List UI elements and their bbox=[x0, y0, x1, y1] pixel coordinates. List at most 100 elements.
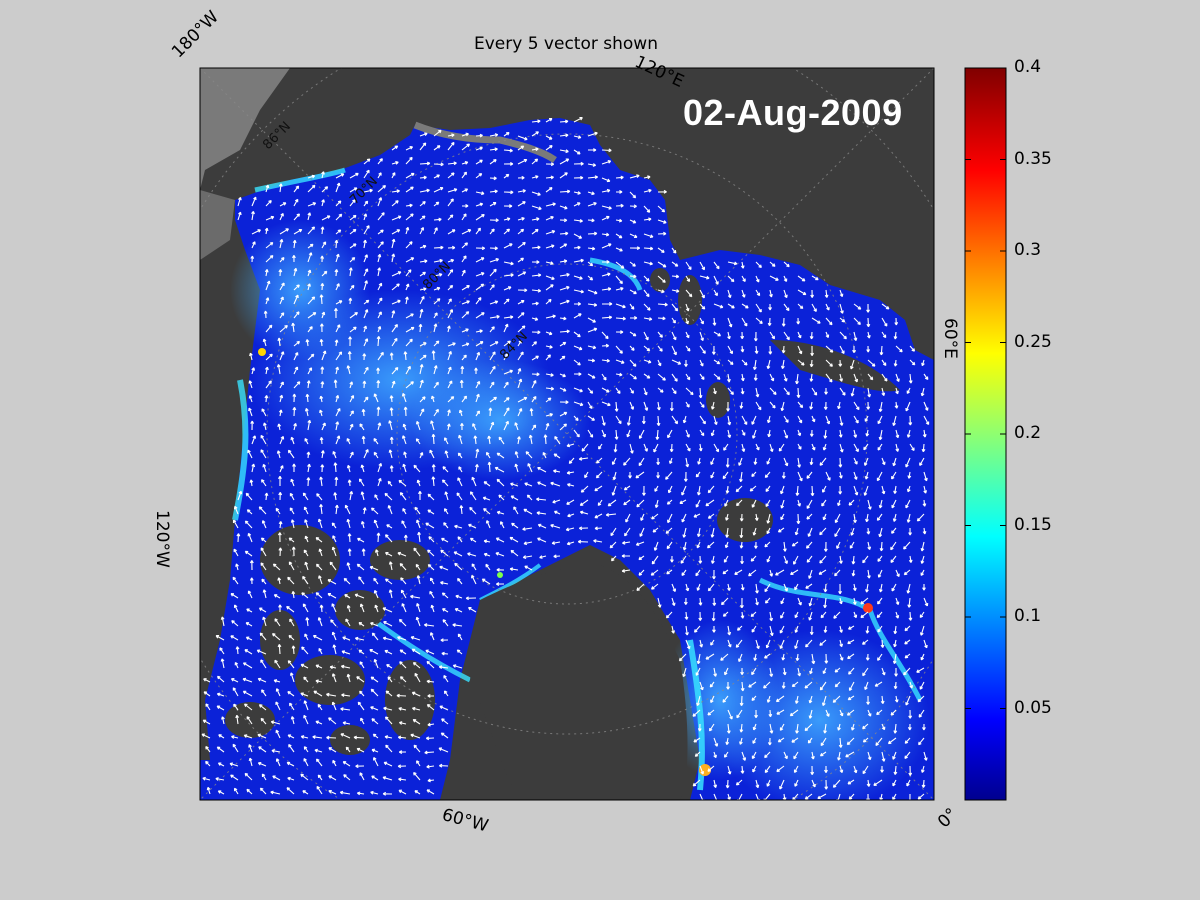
vector-arrow bbox=[403, 406, 408, 417]
vector-arrow bbox=[810, 345, 814, 356]
vector-arrow bbox=[391, 271, 402, 277]
vector-arrow bbox=[270, 720, 281, 725]
vector-arrow bbox=[447, 380, 453, 389]
vector-arrow bbox=[727, 261, 738, 266]
vector-arrow bbox=[629, 233, 638, 239]
vector-arrow bbox=[908, 415, 913, 426]
vector-arrow bbox=[696, 541, 701, 549]
vector-arrow bbox=[892, 415, 897, 426]
vector-arrow bbox=[293, 352, 299, 361]
vector-arrow bbox=[335, 200, 342, 207]
vector-arrow bbox=[452, 664, 463, 669]
vector-arrow bbox=[419, 354, 427, 361]
vector-arrow bbox=[804, 723, 813, 732]
vector-arrow bbox=[643, 359, 652, 364]
vector-arrow bbox=[790, 569, 799, 576]
vector-arrow bbox=[740, 373, 745, 382]
vector-arrow bbox=[315, 664, 323, 669]
vector-arrow bbox=[316, 785, 323, 795]
vector-arrow bbox=[908, 765, 913, 776]
vector-arrow bbox=[249, 577, 254, 585]
vector-arrow bbox=[433, 408, 439, 417]
vector-arrow bbox=[580, 485, 589, 493]
vector-arrow bbox=[907, 471, 912, 479]
vector-arrow bbox=[531, 396, 537, 403]
vector-arrow bbox=[290, 519, 295, 529]
vector-arrow bbox=[710, 471, 715, 479]
vector-arrow bbox=[489, 326, 495, 333]
vector-arrow bbox=[741, 751, 747, 761]
vector-arrow bbox=[707, 485, 715, 494]
lon-label-60e: 60°E bbox=[940, 318, 960, 359]
vector-arrow bbox=[559, 299, 570, 305]
vector-arrow bbox=[401, 603, 407, 613]
vector-arrow bbox=[320, 366, 325, 375]
vector-arrow bbox=[864, 415, 869, 422]
vector-arrow bbox=[489, 421, 495, 431]
vector-arrow bbox=[321, 350, 327, 361]
vector-arrow bbox=[307, 243, 314, 249]
vector-arrow bbox=[475, 257, 485, 263]
vector-arrow bbox=[425, 522, 435, 529]
vector-arrow bbox=[671, 289, 680, 293]
vector-arrow bbox=[713, 261, 720, 270]
vector-arrow bbox=[573, 387, 583, 393]
vector-arrow bbox=[629, 316, 638, 320]
vector-arrow bbox=[809, 401, 814, 410]
vector-arrow bbox=[235, 646, 240, 655]
vector-arrow bbox=[710, 401, 715, 410]
vector-arrow bbox=[699, 401, 705, 408]
vector-arrow bbox=[545, 244, 555, 249]
vector-arrow bbox=[335, 173, 345, 179]
vector-arrow bbox=[433, 129, 442, 137]
vector-arrow bbox=[629, 345, 635, 351]
vector-arrow bbox=[230, 635, 239, 641]
vector-arrow bbox=[248, 407, 253, 417]
vector-arrow bbox=[216, 705, 225, 711]
vector-arrow bbox=[457, 536, 463, 543]
vector-arrow bbox=[216, 746, 225, 753]
vector-arrow bbox=[475, 341, 484, 347]
vector-arrow bbox=[522, 555, 533, 560]
vector-arrow bbox=[621, 568, 631, 573]
vector-arrow bbox=[429, 449, 435, 459]
vector-arrow bbox=[621, 554, 630, 558]
vector-arrow bbox=[720, 653, 729, 661]
vector-arrow bbox=[278, 409, 283, 417]
vector-arrow bbox=[727, 625, 732, 636]
vector-arrow bbox=[447, 366, 452, 375]
vector-arrow bbox=[346, 673, 351, 683]
vector-arrow bbox=[671, 583, 677, 593]
vector-arrow bbox=[825, 415, 831, 425]
vector-arrow bbox=[433, 365, 438, 375]
vector-arrow bbox=[740, 345, 745, 353]
vector-arrow bbox=[601, 232, 610, 237]
vector-arrow bbox=[419, 379, 424, 389]
vector-arrow bbox=[300, 735, 309, 739]
vector-arrow bbox=[373, 438, 379, 445]
vector-arrow bbox=[293, 198, 299, 207]
vector-arrow bbox=[230, 678, 239, 683]
vector-arrow bbox=[349, 243, 357, 249]
vector-arrow bbox=[797, 499, 802, 507]
vector-arrow bbox=[418, 323, 423, 333]
vector-arrow bbox=[415, 616, 421, 627]
vector-arrow bbox=[458, 409, 463, 417]
vector-arrow bbox=[893, 639, 897, 648]
vector-arrow bbox=[349, 423, 354, 431]
vector-arrow bbox=[559, 149, 569, 154]
vector-arrow bbox=[587, 401, 593, 409]
vector-arrow bbox=[713, 667, 718, 677]
vector-arrow bbox=[331, 603, 337, 613]
vector-arrow bbox=[334, 339, 339, 347]
vector-arrow bbox=[489, 341, 499, 347]
vector-arrow bbox=[433, 174, 440, 179]
vector-arrow bbox=[696, 653, 701, 665]
vector-arrow bbox=[531, 147, 539, 152]
vector-arrow bbox=[643, 443, 648, 452]
vector-arrow bbox=[727, 583, 731, 591]
vector-arrow bbox=[625, 513, 631, 523]
vector-arrow bbox=[429, 577, 435, 585]
vector-arrow bbox=[258, 704, 267, 711]
vector-arrow bbox=[823, 597, 827, 609]
